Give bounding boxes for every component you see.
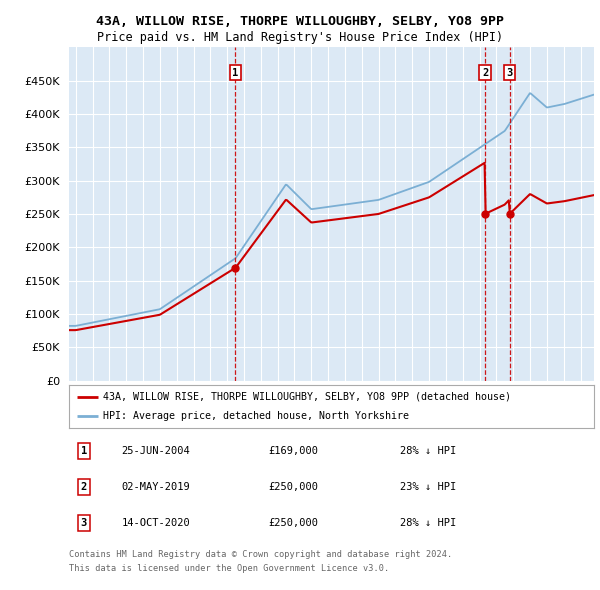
Text: 02-MAY-2019: 02-MAY-2019 [121, 482, 190, 491]
Text: 23% ↓ HPI: 23% ↓ HPI [400, 482, 456, 491]
Text: 25-JUN-2004: 25-JUN-2004 [121, 446, 190, 456]
Text: This data is licensed under the Open Government Licence v3.0.: This data is licensed under the Open Gov… [69, 564, 389, 573]
Text: 2: 2 [80, 482, 87, 491]
Text: 14-OCT-2020: 14-OCT-2020 [121, 517, 190, 527]
Text: £250,000: £250,000 [269, 517, 319, 527]
Text: £169,000: £169,000 [269, 446, 319, 456]
Text: £250,000: £250,000 [269, 482, 319, 491]
Text: Price paid vs. HM Land Registry's House Price Index (HPI): Price paid vs. HM Land Registry's House … [97, 31, 503, 44]
Text: 2: 2 [482, 67, 488, 77]
Text: 43A, WILLOW RISE, THORPE WILLOUGHBY, SELBY, YO8 9PP (detached house): 43A, WILLOW RISE, THORPE WILLOUGHBY, SEL… [103, 392, 511, 402]
Text: 28% ↓ HPI: 28% ↓ HPI [400, 517, 456, 527]
Text: HPI: Average price, detached house, North Yorkshire: HPI: Average price, detached house, Nort… [103, 411, 409, 421]
Text: 3: 3 [80, 517, 87, 527]
Text: 28% ↓ HPI: 28% ↓ HPI [400, 446, 456, 456]
Text: 1: 1 [80, 446, 87, 456]
Text: 1: 1 [232, 67, 238, 77]
Text: 3: 3 [506, 67, 513, 77]
Text: 43A, WILLOW RISE, THORPE WILLOUGHBY, SELBY, YO8 9PP: 43A, WILLOW RISE, THORPE WILLOUGHBY, SEL… [96, 15, 504, 28]
Text: Contains HM Land Registry data © Crown copyright and database right 2024.: Contains HM Land Registry data © Crown c… [69, 550, 452, 559]
